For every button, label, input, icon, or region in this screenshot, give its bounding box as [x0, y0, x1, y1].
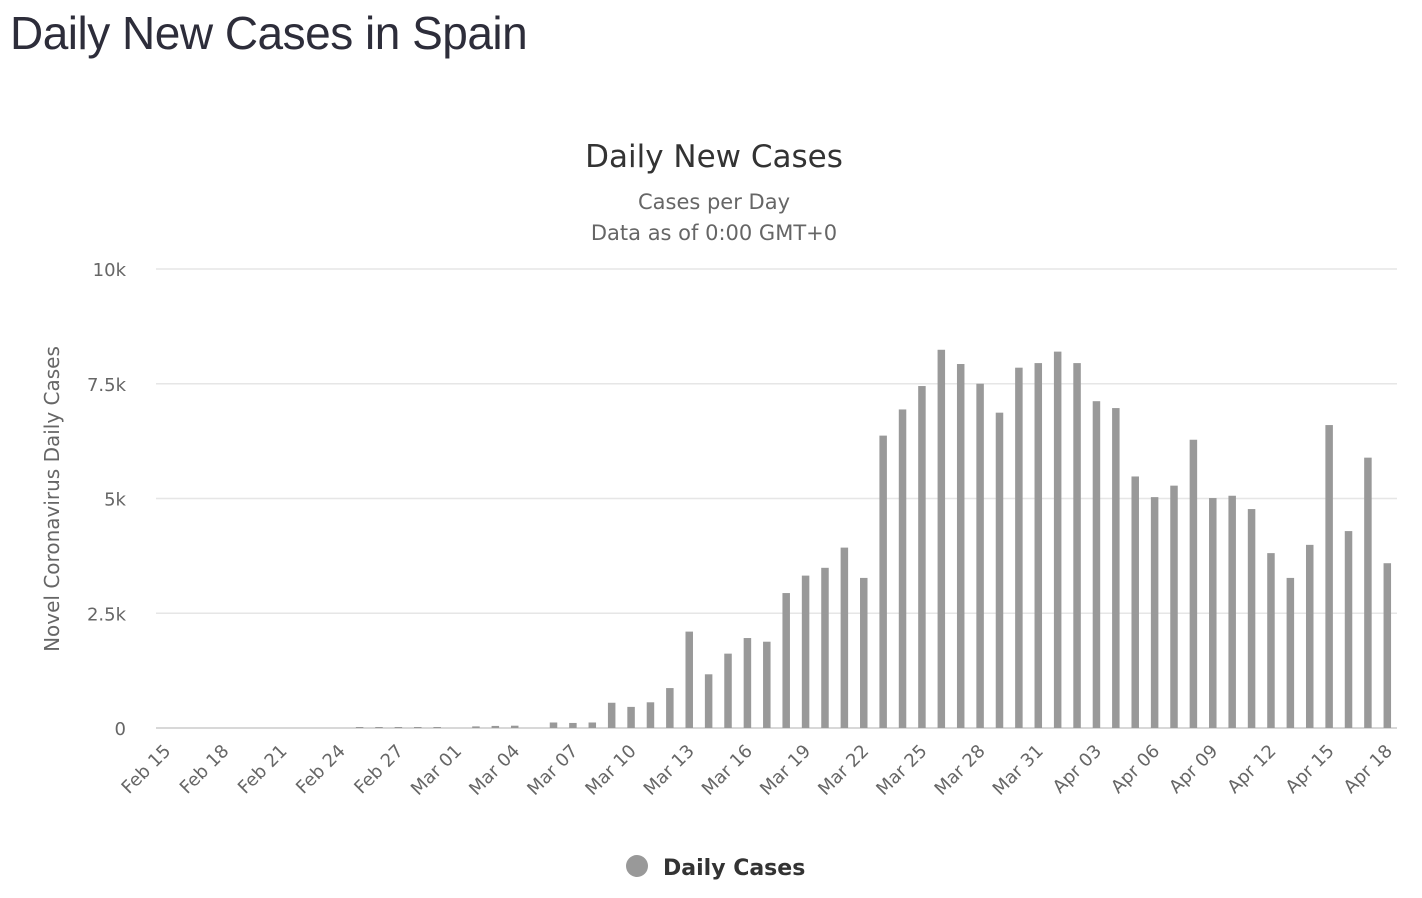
chart-subtitle-line-2: Data as of 0:00 GMT+0: [591, 221, 837, 245]
y-axis-label: Novel Coronavirus Daily Cases: [40, 346, 64, 652]
x-tick-label: Mar 10: [581, 741, 640, 800]
x-tick-label: Apr 12: [1223, 741, 1280, 798]
bar[interactable]: [898, 409, 907, 728]
x-tick-label: Mar 31: [989, 741, 1048, 800]
chart-title: Daily New Cases: [585, 139, 843, 175]
x-tick-label: Mar 01: [407, 741, 466, 800]
bar[interactable]: [995, 412, 1004, 728]
y-tick-label: 5k: [104, 490, 126, 511]
bar[interactable]: [724, 653, 732, 728]
chart-subtitle-line-1: Cases per Day: [638, 190, 790, 214]
legend-label-daily-cases[interactable]: Daily Cases: [663, 856, 805, 881]
x-tick-label: Mar 07: [523, 741, 582, 800]
bar[interactable]: [1170, 485, 1178, 728]
bar[interactable]: [879, 435, 887, 728]
bar[interactable]: [510, 725, 519, 728]
x-tick-label: Apr 09: [1165, 741, 1222, 798]
bar[interactable]: [1034, 363, 1043, 728]
bar[interactable]: [1131, 476, 1139, 728]
legend-marker: [626, 855, 648, 877]
x-tick-label: Mar 25: [872, 741, 931, 800]
bar[interactable]: [569, 722, 577, 728]
x-tick-label: Apr 15: [1282, 741, 1339, 798]
y-tick-label: 2.5k: [87, 604, 127, 625]
bar[interactable]: [627, 706, 635, 728]
x-tick-label: Mar 16: [698, 741, 757, 800]
x-tick-label: Feb 21: [234, 741, 292, 799]
bar[interactable]: [607, 702, 616, 728]
bar[interactable]: [1364, 457, 1372, 728]
bar[interactable]: [394, 727, 403, 728]
bar[interactable]: [491, 725, 500, 728]
bar[interactable]: [1150, 497, 1159, 728]
x-tick-label: Feb 15: [118, 741, 176, 799]
bar[interactable]: [1053, 351, 1062, 728]
bar[interactable]: [1015, 367, 1023, 728]
x-tick-label: Mar 28: [931, 741, 990, 800]
page-title: Daily New Cases in Spain: [10, 7, 528, 59]
bar[interactable]: [1112, 408, 1120, 728]
y-tick-label: 7.5k: [87, 375, 127, 396]
bar[interactable]: [937, 349, 946, 728]
bar[interactable]: [472, 726, 480, 728]
bar-series-daily-cases: [355, 349, 1392, 728]
bar[interactable]: [375, 727, 383, 728]
bar[interactable]: [646, 702, 655, 728]
bar[interactable]: [433, 727, 441, 728]
bar[interactable]: [549, 722, 558, 728]
bar[interactable]: [685, 631, 693, 728]
bar[interactable]: [1286, 577, 1295, 728]
x-tick-label: Mar 22: [814, 741, 873, 800]
x-tick-label: Apr 03: [1049, 741, 1106, 798]
bar[interactable]: [1267, 553, 1275, 728]
bar[interactable]: [588, 722, 597, 728]
bar[interactable]: [821, 567, 829, 728]
bar[interactable]: [1305, 544, 1314, 728]
bar[interactable]: [1383, 563, 1392, 728]
bar[interactable]: [1209, 498, 1217, 728]
bar[interactable]: [743, 638, 752, 728]
x-tick-label: Apr 18: [1340, 741, 1397, 798]
x-tick-label: Mar 13: [640, 741, 699, 800]
bar[interactable]: [782, 593, 790, 728]
bar[interactable]: [1344, 531, 1353, 728]
bar[interactable]: [1189, 439, 1198, 728]
y-tick-label: 10k: [93, 260, 127, 281]
bar[interactable]: [1073, 363, 1081, 728]
y-tick-label: 0: [115, 719, 126, 740]
bar[interactable]: [801, 575, 810, 728]
bar[interactable]: [976, 383, 984, 728]
bar[interactable]: [414, 727, 422, 728]
bar[interactable]: [1228, 495, 1236, 728]
bar[interactable]: [355, 727, 364, 728]
bar[interactable]: [860, 577, 868, 728]
x-tick-label: Feb 27: [350, 741, 408, 799]
bar[interactable]: [1092, 401, 1101, 728]
bar[interactable]: [840, 547, 849, 728]
x-tick-label: Feb 18: [176, 741, 234, 799]
y-axis-ticks: 0 2.5k 5k 7.5k 10k: [87, 260, 127, 740]
bar[interactable]: [666, 688, 674, 728]
bar[interactable]: [1247, 509, 1256, 728]
legend[interactable]: Daily Cases: [626, 855, 805, 881]
x-tick-label: Feb 24: [292, 741, 350, 799]
bar[interactable]: [918, 386, 926, 728]
x-tick-label: Apr 06: [1107, 741, 1164, 798]
bar[interactable]: [1325, 425, 1333, 728]
x-axis-ticks: Feb 15 Feb 18 Feb 21 Feb 24 Feb 27 Mar 01 Mar …: [118, 741, 1397, 800]
bar[interactable]: [704, 674, 713, 728]
x-tick-label: Mar 19: [756, 741, 815, 800]
x-tick-label: Mar 04: [465, 741, 524, 800]
bar[interactable]: [763, 641, 771, 728]
bar[interactable]: [956, 364, 965, 728]
